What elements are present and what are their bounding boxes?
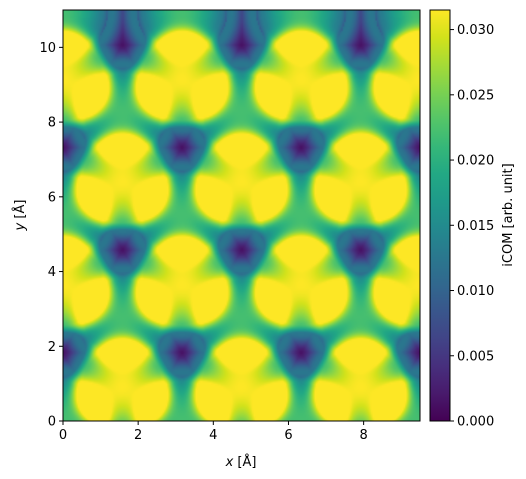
- plot-frame: [62, 9, 421, 422]
- colorbar-tick-label: 0.000: [457, 415, 494, 430]
- colorbar-frame: [429, 9, 451, 422]
- colorbar-tick-label: 0.025: [457, 88, 494, 103]
- x-axis-ticks: 0 2 4 6 8: [59, 421, 368, 443]
- colorbar: 0.000 0.005 0.010 0.015 0.020 0.025 0.030 iCOM…: [429, 9, 516, 430]
- x-tick-label: 6: [284, 428, 292, 443]
- y-tick-label: 8: [48, 116, 56, 131]
- y-axis-label-unit: [Å]: [12, 200, 28, 223]
- colorbar-ticks: 0.000 0.005 0.010 0.015 0.020 0.025 0.030: [450, 23, 494, 430]
- x-tick-label: 0: [59, 428, 67, 443]
- colorbar-tick-label: 0.005: [457, 349, 494, 364]
- heatmap-image: [63, 10, 420, 421]
- colorbar-tick-label: 0.030: [457, 23, 494, 38]
- colorbar-tick-label: 0.015: [457, 219, 494, 234]
- x-axis-label-var: x: [225, 455, 234, 470]
- x-axis-label: x [Å]: [225, 454, 257, 470]
- colorbar-tick-label: 0.010: [457, 284, 494, 299]
- colorbar-label: iCOM [arb. unit]: [501, 163, 516, 266]
- x-tick-label: 8: [359, 428, 367, 443]
- plot-area: [62, 9, 421, 422]
- y-tick-label: 0: [48, 415, 56, 430]
- y-axis-label: y [Å]: [12, 200, 28, 232]
- colorbar-gradient: [430, 10, 450, 421]
- x-axis-label-unit: [Å]: [233, 454, 256, 470]
- y-tick-label: 10: [39, 41, 56, 56]
- y-axis-label-var: y: [13, 222, 28, 231]
- x-tick-label: 2: [134, 428, 142, 443]
- y-tick-label: 2: [48, 340, 56, 355]
- colorbar-tick-label: 0.020: [457, 154, 494, 169]
- y-axis-ticks: 0 2 4 6 8 10: [39, 41, 63, 430]
- y-tick-label: 6: [48, 190, 56, 205]
- y-tick-label: 4: [48, 265, 56, 280]
- x-tick-label: 4: [209, 428, 217, 443]
